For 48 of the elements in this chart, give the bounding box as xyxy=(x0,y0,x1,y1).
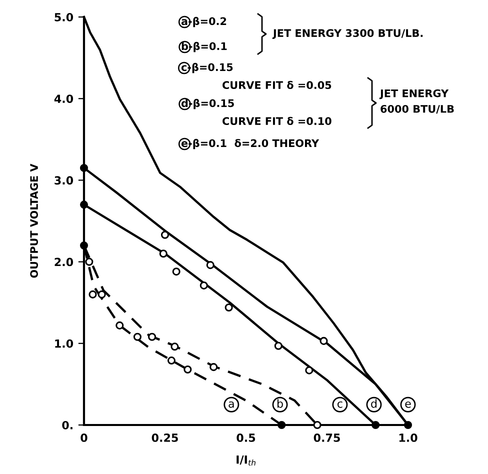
y-tick-label: 4.0 xyxy=(54,94,74,103)
y-tick-label: 0. xyxy=(62,420,72,430)
annotation: e xyxy=(405,401,411,408)
point xyxy=(98,290,106,298)
x-axis-title: I/I$_{th}$ xyxy=(236,456,256,466)
annotation: d xyxy=(371,399,376,408)
point xyxy=(80,164,88,172)
annotation: CURVE FIT δ =0.10 xyxy=(222,116,332,126)
point xyxy=(160,230,170,239)
y-tick-label: 2.0 xyxy=(54,258,74,266)
annotation: JET ENERGY 3300 BTU/LB. xyxy=(272,29,423,39)
point xyxy=(404,420,412,430)
point xyxy=(159,250,168,258)
point xyxy=(88,290,97,298)
x-tick-label: 1.0 xyxy=(399,434,418,442)
point xyxy=(80,200,88,209)
point xyxy=(210,363,218,372)
y-tick-label: 3.0 xyxy=(54,176,74,185)
point xyxy=(170,342,179,351)
y-tick-label: 1.0 xyxy=(55,339,74,348)
point xyxy=(85,258,94,266)
annotation: JET ENERGY 6000 BTU/LB xyxy=(379,89,454,114)
point xyxy=(167,356,176,365)
point xyxy=(372,420,380,430)
point xyxy=(172,268,180,276)
point xyxy=(116,321,124,330)
point xyxy=(133,332,142,341)
x-tick-label: 0.25 xyxy=(152,434,178,442)
point xyxy=(200,281,208,290)
point xyxy=(274,342,282,350)
y-axis-title: OUTPUT VOLTAGE V xyxy=(30,164,38,278)
annotation: a xyxy=(228,401,234,408)
point xyxy=(184,365,192,374)
x-tick-label: 0.5 xyxy=(236,434,256,442)
point xyxy=(278,420,286,430)
x-tick-label: 0 xyxy=(80,434,88,442)
point xyxy=(80,241,88,250)
point xyxy=(224,303,233,312)
point xyxy=(313,420,322,430)
point xyxy=(206,261,214,270)
point xyxy=(305,366,314,374)
point xyxy=(320,336,328,345)
y-tick-label: 5.0 xyxy=(54,12,74,22)
annotation: c xyxy=(338,401,342,408)
annotation: CURVE FIT δ =0.05 xyxy=(222,80,332,90)
annotation: b xyxy=(278,399,283,408)
point xyxy=(148,332,156,341)
x-tick-label: 0.75 xyxy=(314,434,340,442)
